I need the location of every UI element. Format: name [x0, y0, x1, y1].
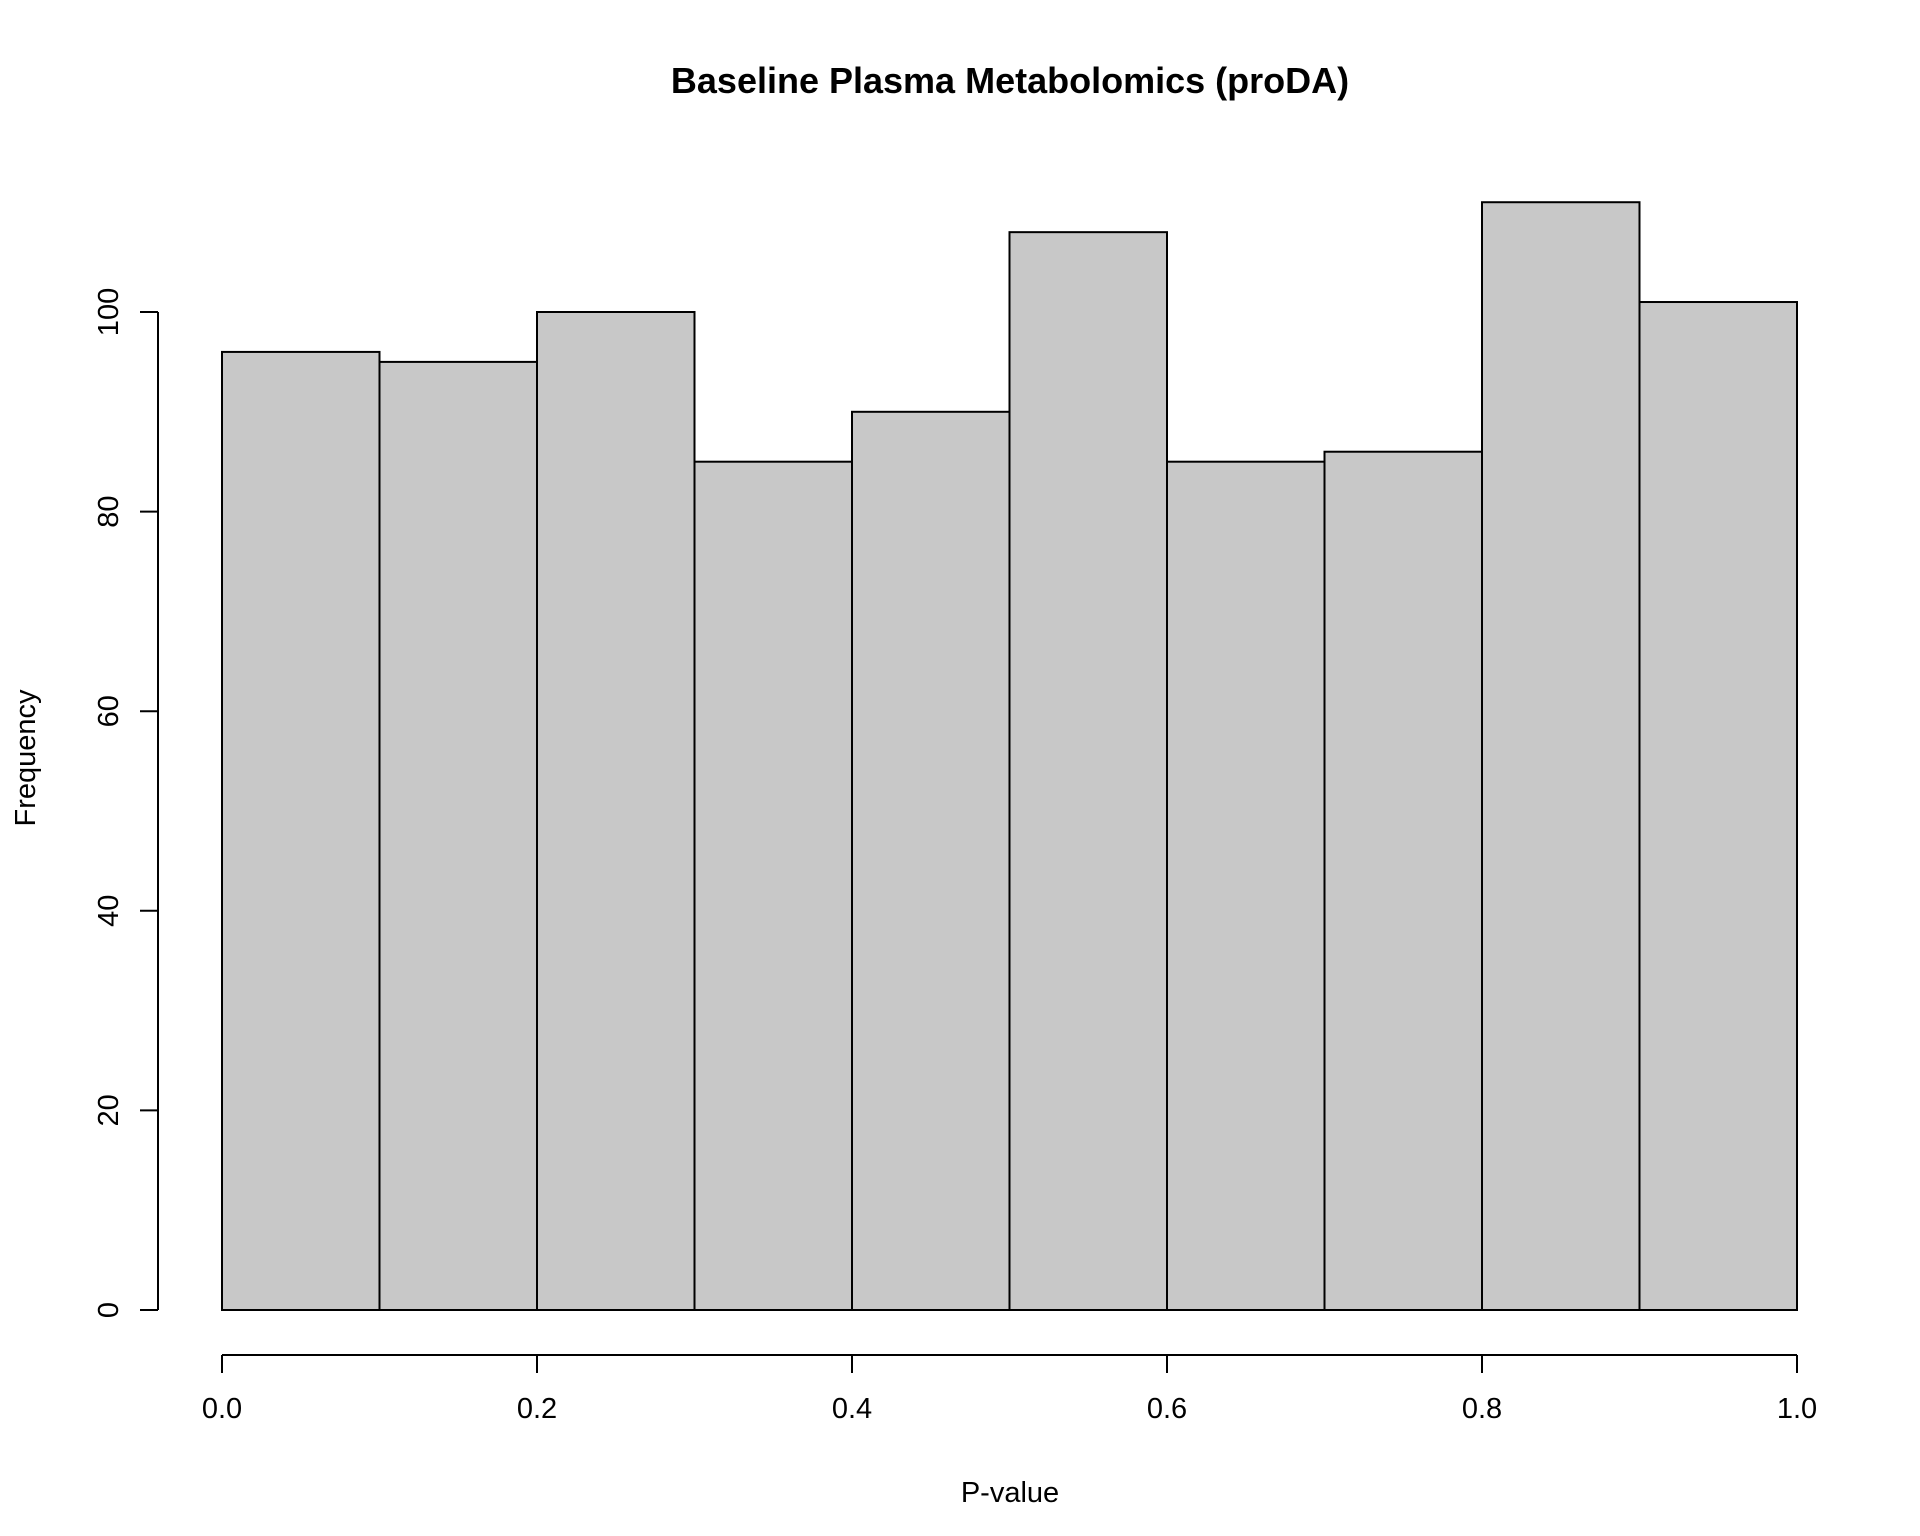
histogram-bar-9 [1638, 301, 1798, 1311]
histogram-bar-5 [1008, 231, 1168, 1311]
histogram-bar-8 [1481, 201, 1641, 1312]
histogram-bar-7 [1323, 450, 1483, 1312]
histogram-bar-2 [536, 311, 696, 1311]
y-tick-label: 20 [93, 1094, 125, 1126]
x-tick-label: 0.4 [832, 1393, 872, 1425]
histogram-bar-4 [851, 410, 1011, 1311]
y-tick-label: 0 [93, 1302, 125, 1318]
histogram-bar-6 [1166, 460, 1326, 1311]
y-tick-label: 60 [93, 695, 125, 727]
histogram-bar-3 [693, 460, 853, 1311]
y-axis-label: Frequency [10, 689, 42, 827]
x-tick-label: 0.6 [1147, 1393, 1187, 1425]
chart-title: Baseline Plasma Metabolomics (proDA) [671, 60, 1349, 101]
x-tick-label: 0.8 [1462, 1393, 1502, 1425]
y-tick-label: 80 [93, 495, 125, 527]
bars-group [221, 201, 1798, 1312]
x-tick-label: 1.0 [1777, 1393, 1817, 1425]
x-axis-label: P-value [961, 1477, 1059, 1509]
x-axis: 0.0 0.2 0.4 0.6 0.8 1.0 [202, 1354, 1817, 1425]
y-tick-label: 40 [93, 895, 125, 927]
y-axis: 0 20 40 60 80 100 [93, 288, 159, 1318]
x-tick-label: 0.0 [202, 1393, 242, 1425]
y-tick-label: 100 [93, 288, 125, 336]
x-tick-label: 0.2 [517, 1393, 557, 1425]
histogram-bar-1 [378, 360, 538, 1311]
histogram-bar-0 [221, 350, 381, 1312]
